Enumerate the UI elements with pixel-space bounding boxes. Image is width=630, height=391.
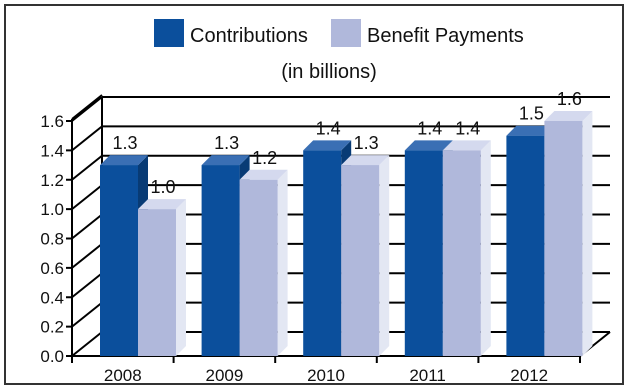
- bar-contributions-2008-top: [100, 155, 148, 166]
- data-label: 1.4: [316, 118, 341, 138]
- y-tick-label: 1.2: [40, 171, 64, 190]
- data-label: 1.4: [455, 118, 480, 138]
- bar-benefit-payments-2012: [544, 121, 583, 356]
- data-label: 1.5: [519, 104, 544, 124]
- bar-contributions-2010-top: [303, 140, 352, 151]
- legend-label-contributions: Contributions: [190, 25, 308, 47]
- bar-contributions-2008: [100, 165, 138, 356]
- bar-contributions-2011: [404, 150, 443, 356]
- bar-benefit-payments-2011: [442, 150, 481, 356]
- bar-benefit-payments-2010-top: [341, 155, 390, 166]
- axis-layer: 0.0 0.2 0.4 0.6 0.8 1.0 1.2 1.4 1.6 2008 2009 2010 2…: [40, 94, 611, 385]
- gridline-side: [71, 125, 103, 152]
- gridline-side: [71, 331, 103, 357]
- data-label: 1.6: [557, 89, 582, 109]
- bar-benefit-payments-2010: [341, 165, 380, 356]
- bar-contributions-2012-top: [506, 125, 555, 136]
- chart-subtitle: (in billions): [281, 61, 377, 83]
- data-label: 1.3: [112, 133, 137, 153]
- y-tick-label: 1.0: [40, 200, 64, 219]
- bar-benefit-payments-2009-side: [277, 169, 288, 356]
- gridline-side: [71, 213, 103, 240]
- bar-benefit-payments-2008: [138, 209, 176, 356]
- data-label: 1.4: [417, 118, 442, 138]
- x-tick-label: 2008: [104, 366, 142, 385]
- y-axis-top-edge: [71, 94, 103, 120]
- x-tick-label: 2009: [205, 366, 243, 385]
- bar-layer: [100, 111, 593, 356]
- data-label: 1.3: [354, 133, 379, 153]
- x-tick-label: 2012: [510, 366, 548, 385]
- y-tick-label: 0.6: [40, 259, 64, 278]
- gridline-side: [71, 272, 103, 299]
- legend-swatch-contributions: [154, 19, 184, 47]
- gridline-side: [71, 184, 103, 210]
- data-label: 1.3: [214, 133, 239, 153]
- x-tick-label: 2010: [307, 366, 345, 385]
- bar-contributions-2012: [506, 135, 545, 356]
- gridline-side: [71, 243, 103, 269]
- gridline-side: [71, 96, 103, 122]
- bar-benefit-payments-2011-side: [480, 140, 491, 356]
- y-tick-label: 0.8: [40, 230, 64, 249]
- data-label: 1.0: [150, 177, 175, 197]
- legend-swatch-benefit-payments: [331, 19, 361, 47]
- bar-contributions-2010: [303, 150, 342, 356]
- y-tick-label: 0.4: [40, 288, 64, 307]
- bar-benefit-payments-2012-side: [582, 111, 593, 356]
- bar-contributions-2011-top: [404, 140, 453, 151]
- bar-contributions-2009: [201, 165, 240, 356]
- y-tick-label: 0.0: [40, 347, 64, 366]
- legend-label-benefit-payments: Benefit Payments: [367, 25, 524, 47]
- y-tick-label: 1.6: [40, 112, 64, 131]
- bar-benefit-payments-2008-side: [176, 199, 186, 356]
- bar-chart: 0.0 0.2 0.4 0.6 0.8 1.0 1.2 1.4 1.6 2008 2009 2010 2…: [40, 19, 611, 385]
- gridline-side: [71, 154, 103, 181]
- bar-contributions-2009-top: [201, 155, 250, 166]
- bar-benefit-payments-2011-top: [442, 140, 491, 151]
- y-tick-label: 0.2: [40, 318, 64, 337]
- bar-benefit-payments-2009-top: [239, 169, 288, 180]
- legend: Contributions Benefit Payments: [154, 19, 524, 47]
- y-tick-label: 1.4: [40, 141, 64, 160]
- x-tick-label: 2011: [409, 366, 446, 385]
- data-label: 1.2: [252, 148, 277, 168]
- bar-benefit-payments-2010-side: [379, 155, 390, 356]
- label-layer: 1.3 1.0 1.3 1.2 1.4 1.3 1.4 1.4 1.5 1.6: [112, 89, 581, 197]
- gridline-side: [71, 301, 103, 328]
- chart-frame: 0.0 0.2 0.4 0.6 0.8 1.0 1.2 1.4 1.6 2008 2009 2010 2…: [4, 4, 624, 385]
- bar-benefit-payments-2009: [239, 179, 278, 356]
- bar-benefit-payments-2008-top: [138, 199, 186, 210]
- bar-benefit-payments-2012-top: [544, 111, 593, 121]
